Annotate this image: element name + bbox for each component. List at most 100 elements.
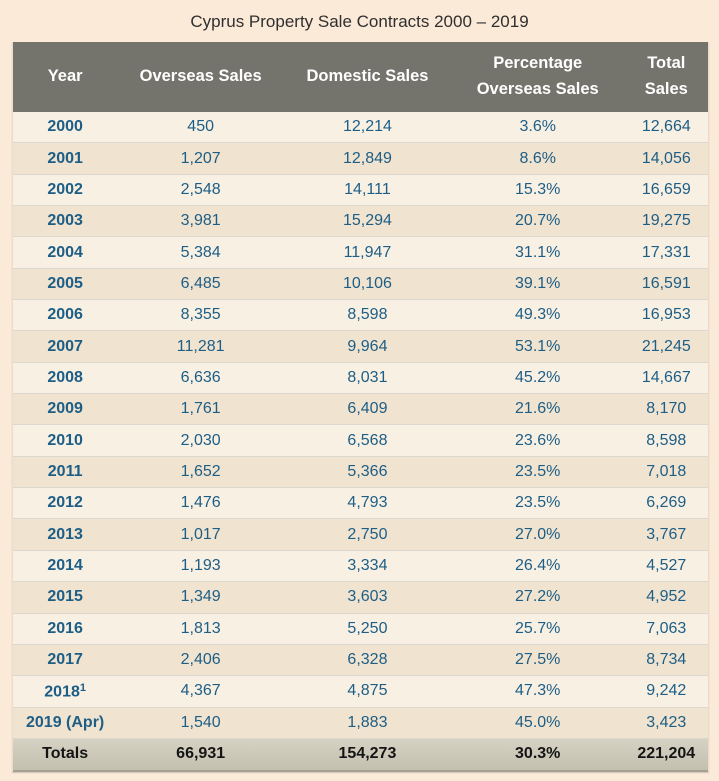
total-cell: 19,275 [641,212,691,230]
total-cell: 8,170 [646,400,687,418]
table-row: 2003 3,981 15,294 20.7% 19,275 [13,205,708,237]
totals-row: Totals 66,931 154,273 30.3% 221,204 [13,737,708,772]
percentage-cell: 27.2% [515,588,561,606]
total-cell: 8,734 [646,651,687,669]
percentage-cell: 23.6% [515,431,561,449]
overseas-cell: 1,207 [180,149,221,167]
table-row: 2002 2,548 14,111 15.3% 16,659 [13,173,708,206]
domestic-cell: 9,964 [347,337,388,355]
table-header-row: Year Overseas Sales Domestic Sales Perce… [13,42,708,112]
percentage-cell: 39.1% [515,274,561,292]
percentage-cell: 53.1% [515,337,561,355]
table-row: 2011 1,652 5,366 23.5% 7,018 [13,455,708,488]
percentage-cell: 49.3% [515,306,561,324]
property-sales-table: Year Overseas Sales Domestic Sales Perce… [12,42,709,772]
total-cell: 16,953 [641,306,691,324]
year-cell: 2013 [47,525,83,543]
overseas-cell: 2,030 [180,431,221,449]
table-row: 2014 1,193 3,334 26.4% 4,527 [13,549,708,582]
table-row: 2013 1,017 2,750 27.0% 3,767 [13,518,708,550]
year-cell: 20181 [44,682,86,701]
total-cell: 7,063 [646,619,687,637]
table-body: 2000 450 12,214 3.6% 12,664 2001 1,207 12,849 8.… [13,112,708,738]
table-row: 2004 5,384 11,947 31.1% 17,331 [13,236,708,268]
total-cell: 12,664 [641,118,691,136]
overseas-cell: 2,406 [180,651,221,669]
totals-label: Totals [42,745,89,763]
year-cell: 2002 [47,180,83,198]
total-cell: 16,591 [641,274,691,292]
totals-percentage-cell: 30.3% [515,745,561,763]
table-row: 2010 2,030 6,568 23.6% 8,598 [13,424,708,456]
total-cell: 7,018 [646,462,687,480]
year-cell: 2001 [47,149,83,167]
year-cell: 2017 [47,651,83,669]
overseas-cell: 1,813 [180,619,221,637]
percentage-cell: 25.7% [515,619,561,637]
table-row: 2005 6,485 10,106 39.1% 16,591 [13,267,708,300]
percentage-cell: 8.6% [519,149,556,167]
year-cell: 2007 [47,337,83,355]
domestic-cell: 5,366 [347,462,388,480]
percentage-cell: 20.7% [515,212,561,230]
domestic-cell: 3,603 [347,588,388,606]
percentage-cell: 45.2% [515,368,561,386]
overseas-cell: 2,548 [180,180,221,198]
totals-overseas-cell: 66,931 [176,745,226,763]
overseas-cell: 1,017 [180,525,221,543]
domestic-cell: 14,111 [344,180,391,198]
year-cell: 2014 [47,556,83,574]
header-domestic-sales: Domestic Sales [306,67,429,86]
total-cell: 17,331 [641,243,691,261]
year-cell: 2000 [47,118,83,136]
overseas-cell: 1,761 [180,400,221,418]
year-cell: 2012 [47,494,83,512]
domestic-cell: 4,793 [347,494,388,512]
percentage-cell: 27.0% [515,525,561,543]
overseas-cell: 1,349 [180,588,221,606]
percentage-cell: 23.5% [515,462,561,480]
percentage-cell: 21.6% [515,400,561,418]
header-overseas-sales: Overseas Sales [139,67,262,86]
table-row: 2009 1,761 6,409 21.6% 8,170 [13,393,708,425]
overseas-cell: 11,281 [176,337,225,355]
table-row: 20181 4,367 4,875 47.3% 9,242 [13,675,708,707]
year-cell: 2005 [47,274,83,292]
domestic-cell: 2,750 [347,525,388,543]
year-cell: 2010 [47,431,83,449]
table-row: 2001 1,207 12,849 8.6% 14,056 [13,142,708,174]
year-cell: 2004 [47,243,83,261]
domestic-cell: 11,947 [343,243,392,261]
domestic-cell: 10,106 [342,274,392,292]
year-cell: 2003 [47,212,83,230]
domestic-cell: 1,883 [347,713,388,731]
overseas-cell: 5,384 [180,243,221,261]
year-cell: 2015 [47,588,83,606]
percentage-cell: 47.3% [515,682,561,700]
table-row: 2016 1,813 5,250 25.7% 7,063 [13,612,708,644]
domestic-cell: 12,849 [342,149,392,167]
domestic-cell: 4,875 [347,682,388,700]
domestic-cell: 3,334 [347,556,388,574]
percentage-cell: 31.1% [515,243,561,261]
domestic-cell: 6,568 [347,431,388,449]
total-cell: 4,527 [646,556,687,574]
percentage-cell: 27.5% [515,651,561,669]
domestic-cell: 8,031 [347,368,388,386]
table-row: 2008 6,636 8,031 45.2% 14,667 [13,361,708,394]
year-cell: 2008 [47,368,83,386]
table-row: 2015 1,349 3,603 27.2% 4,952 [13,581,708,613]
header-total-sales: Total Sales [644,54,688,98]
totals-total-cell: 221,204 [637,745,696,763]
total-cell: 14,056 [641,149,691,167]
domestic-cell: 5,250 [347,619,388,637]
year-cell: 2009 [47,400,83,418]
overseas-cell: 1,193 [180,556,221,574]
year-cell: 2019 (Apr) [26,713,105,731]
header-year: Year [47,67,83,86]
total-cell: 6,269 [646,494,687,512]
overseas-cell: 6,485 [180,274,221,292]
totals-domestic-cell: 154,273 [338,745,397,763]
overseas-cell: 8,355 [180,306,221,324]
